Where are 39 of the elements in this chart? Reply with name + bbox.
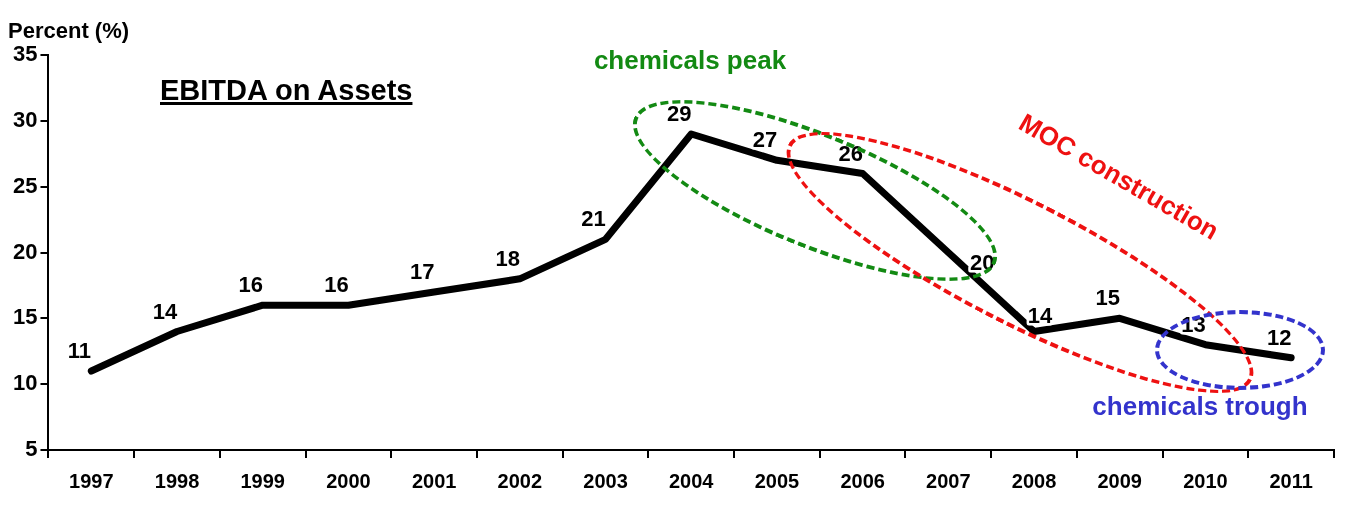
- x-tick-label: 2004: [668, 469, 715, 492]
- annotation: chemicals trough: [1092, 391, 1308, 422]
- annotation: chemicals peak: [593, 45, 787, 76]
- data-label: 29: [666, 101, 692, 127]
- data-label: 14: [152, 298, 179, 324]
- data-label: 11: [67, 338, 91, 364]
- data-label: 15: [1095, 285, 1120, 311]
- y-tick-label: 25: [12, 172, 38, 198]
- y-axis-title: Percent (%): [8, 18, 130, 43]
- x-tick-label: 1999: [240, 469, 285, 492]
- x-tick-label: 2003: [583, 469, 628, 492]
- x-tick-label: 2006: [840, 469, 885, 492]
- data-label: 14: [1027, 302, 1054, 328]
- data-label: 12: [1266, 324, 1292, 350]
- data-label: 17: [409, 259, 435, 285]
- data-label: 18: [495, 245, 521, 271]
- text: EBITDA on Assets: [160, 74, 413, 107]
- y-tick-label: 5: [25, 436, 38, 462]
- x-tick-label: 2002: [497, 469, 543, 492]
- x-tick-label: 2010: [1183, 469, 1228, 492]
- x-tick-label: 2009: [1097, 469, 1142, 492]
- y-tick-label: 15: [12, 304, 38, 330]
- x-tick-label: 2008: [1011, 469, 1057, 492]
- y-tick-label: 20: [12, 238, 38, 264]
- data-label: 26: [838, 140, 863, 166]
- data-label: 27: [752, 127, 778, 153]
- x-tick-label: 2011: [1269, 469, 1313, 492]
- y-tick-label: 30: [12, 106, 38, 132]
- data-label: 16: [238, 272, 263, 298]
- x-tick-label: 2001: [411, 469, 457, 492]
- y-tick-label: 10: [12, 370, 38, 396]
- x-tick-label: 2005: [754, 469, 800, 492]
- x-tick-label: 2000: [326, 469, 371, 492]
- x-tick-label: 1997: [69, 469, 114, 492]
- x-tick-label: 2007: [926, 469, 971, 492]
- data-label: 16: [324, 272, 349, 298]
- y-tick-label: 35: [12, 41, 38, 67]
- x-tick-label: 1998: [154, 469, 200, 492]
- data-label: 21: [581, 206, 606, 232]
